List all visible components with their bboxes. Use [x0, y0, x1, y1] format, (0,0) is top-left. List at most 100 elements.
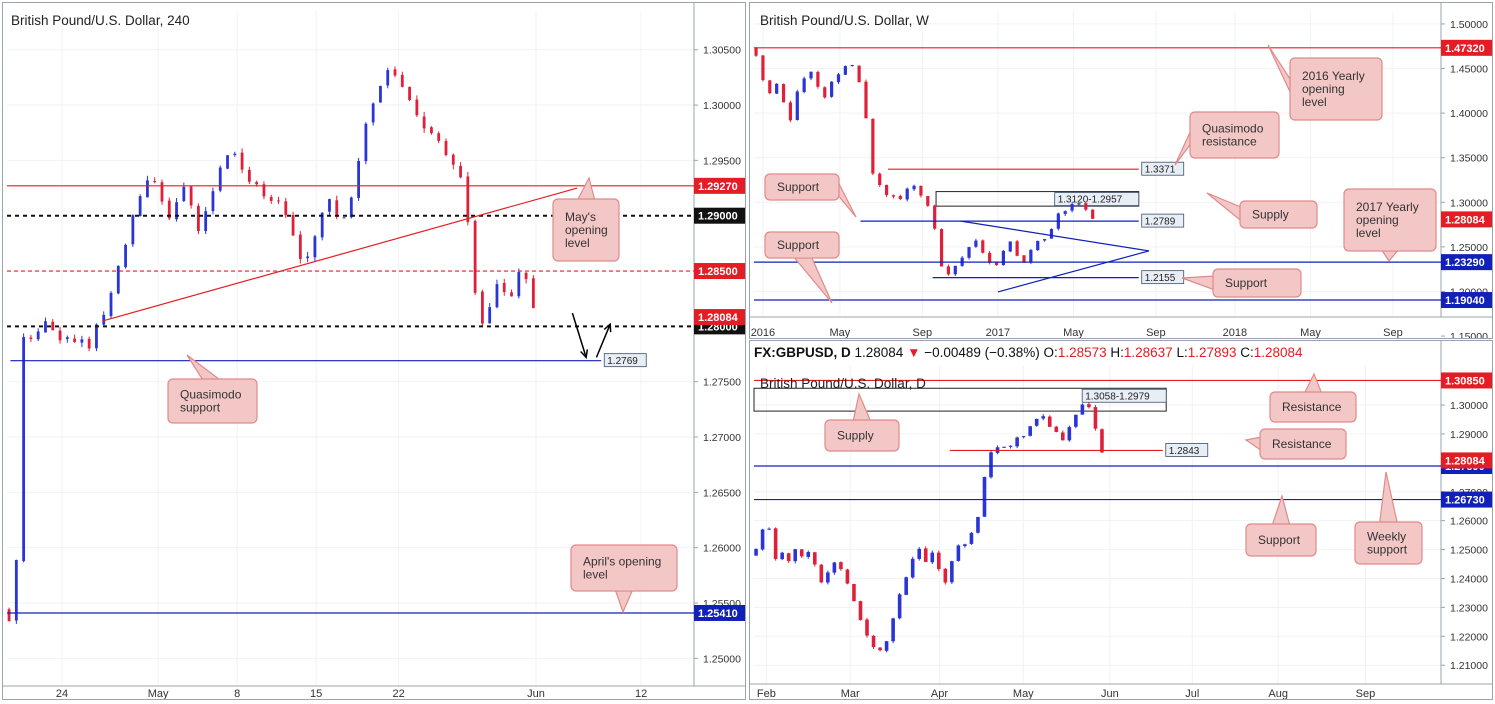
candles	[754, 46, 1095, 277]
candle	[371, 102, 375, 126]
candle	[852, 583, 856, 602]
candle-body	[760, 529, 765, 550]
candle	[364, 122, 368, 165]
weekly-chart-panel[interactable]: 1.50000 1.45000 1.40000 1.35000 1.30000 1.250…	[749, 2, 1493, 343]
line-stroke	[997, 250, 1150, 293]
candle	[802, 76, 806, 94]
candle	[386, 67, 390, 89]
candle-body	[864, 81, 868, 119]
candle-body	[473, 220, 477, 293]
candle-body	[897, 594, 902, 619]
candle-body	[277, 200, 280, 202]
candle	[917, 547, 922, 561]
candle-body	[408, 86, 411, 101]
callout-text: resistance	[1202, 135, 1257, 149]
daily-chart-panel[interactable]: 1.300001.290001.270001.260001.250001.240…	[749, 340, 1493, 700]
candle	[218, 165, 222, 193]
candle-body	[1087, 404, 1091, 408]
horizontal-line: 1.19040	[754, 292, 1492, 309]
x-tick-label: 12	[635, 688, 647, 699]
candle	[878, 647, 882, 652]
candle-body	[124, 244, 127, 268]
candle-body	[839, 562, 843, 570]
trend-line: 1.2843	[949, 443, 1209, 457]
zone-label-text: 1.3120-1.2957	[1058, 195, 1123, 206]
ohlc-part: FX:GBPUSD, D	[754, 345, 855, 360]
candle-body	[349, 197, 353, 218]
x-axis-labels: Feb Mar Apr May Jun Jul Aug Sep	[757, 688, 1375, 700]
current-price-text: 1.28084	[1445, 455, 1486, 467]
candle	[226, 154, 229, 170]
candle	[262, 181, 266, 200]
candle	[1021, 435, 1026, 439]
candle	[1015, 436, 1019, 449]
candle	[1100, 428, 1104, 454]
x-tick-label: Jun	[527, 688, 545, 699]
arrow-head	[603, 322, 612, 333]
candle	[905, 187, 909, 202]
x-axis-labels: 24 May 8 15 22 Jun 12	[56, 688, 647, 700]
candle-body	[1067, 427, 1072, 441]
candle	[871, 635, 876, 650]
candle-body	[138, 196, 142, 216]
chart-title: British Pound/U.S. Dollar, D	[760, 376, 926, 391]
callout-text: level	[565, 236, 590, 250]
candle	[524, 272, 528, 284]
candle	[167, 197, 171, 221]
price-axis-tag-text: 1.28500	[698, 266, 738, 278]
candle-body	[988, 252, 992, 263]
candle-body	[196, 205, 200, 231]
candle-body	[994, 262, 999, 266]
candles	[754, 402, 1104, 653]
h4-chart-panel[interactable]: 1.30500 1.30000 1.29500 1.28500 1.27500 1.270…	[2, 2, 746, 700]
candle-body	[865, 619, 869, 636]
callout-text: level	[1302, 95, 1327, 109]
candle	[1070, 202, 1074, 213]
callout-joint	[1293, 438, 1296, 450]
candle	[320, 212, 324, 241]
candle	[1028, 426, 1032, 437]
candle	[131, 214, 135, 247]
zone-label-box	[1054, 192, 1140, 206]
candle-body	[364, 123, 368, 162]
candle-body	[982, 476, 987, 517]
candle-body	[871, 118, 875, 174]
candle-body	[939, 229, 944, 267]
current-price-text: 1.28084	[698, 312, 739, 324]
candle	[379, 85, 382, 103]
candle	[806, 550, 811, 559]
callout-text: Support	[1225, 276, 1268, 290]
candle-body	[812, 552, 817, 565]
candle	[1022, 255, 1026, 263]
x-tick-label: Aug	[1268, 688, 1288, 699]
candle	[799, 549, 804, 558]
y-tick-label: 1.23000	[1450, 602, 1488, 614]
candle	[495, 279, 499, 309]
x-axis-labels: 2016 May Sep 2017 May Sep 2018 May Sep	[751, 327, 1403, 339]
price-axis-tag-text: 1.23290	[1445, 257, 1485, 269]
candle	[946, 264, 951, 276]
candle	[1080, 403, 1085, 415]
candle	[44, 317, 47, 333]
candle	[342, 217, 346, 219]
candle-body	[51, 321, 55, 331]
callout-resistance-d1: Resistance	[1269, 372, 1357, 423]
candle	[1091, 209, 1095, 220]
callout-joint	[852, 421, 872, 424]
candle	[247, 166, 251, 185]
callout-box	[1245, 523, 1317, 557]
x-tick-label: May	[1013, 688, 1034, 699]
candle	[823, 86, 827, 99]
ohlc-part: 1.27893	[1188, 345, 1241, 360]
candle	[400, 71, 404, 88]
candle-body	[73, 338, 77, 343]
candle	[36, 328, 40, 342]
trend-line	[960, 220, 1150, 252]
candle-body	[488, 307, 492, 324]
candle-body	[1093, 407, 1098, 429]
callout-box	[1189, 111, 1280, 159]
candle	[1008, 241, 1012, 253]
candle-body	[823, 87, 827, 98]
